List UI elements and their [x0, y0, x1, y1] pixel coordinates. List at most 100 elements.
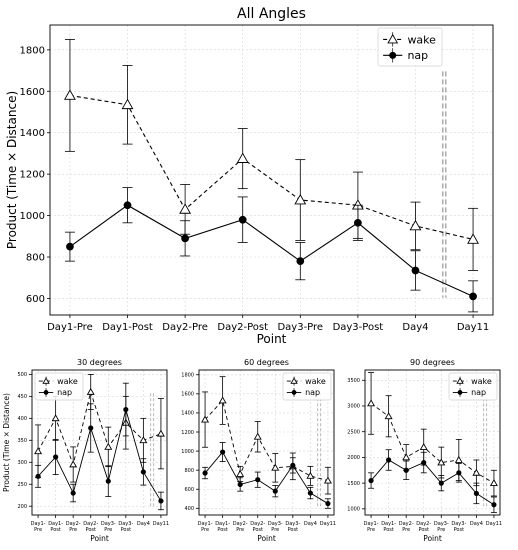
y-tick-label: 1800: [20, 45, 45, 56]
chart-2: 200250300350400450500Day1-PreDay1-PostDa…: [2, 358, 169, 543]
data-point-wake: [236, 469, 245, 477]
data-point-nap: [473, 490, 479, 497]
x-tick-label: Day2-Pre: [66, 521, 81, 533]
legend-label-nap: nap: [407, 49, 428, 62]
legend-marker-nap: [43, 390, 49, 395]
y-axis-label: Product (Time × Distance): [5, 91, 19, 249]
data-point-wake: [294, 193, 307, 205]
series-nap: [35, 382, 164, 511]
plot-frame: [364, 369, 501, 516]
x-tick-label: Day1-Pre: [364, 521, 379, 533]
y-tick-label: 500: [17, 372, 27, 378]
x-tick-label: Day1-Post: [381, 521, 396, 533]
data-point-wake: [489, 478, 498, 486]
data-point-nap: [296, 257, 305, 266]
legend: wake nap: [34, 372, 84, 401]
data-point-nap: [438, 480, 444, 486]
data-point-wake: [409, 219, 422, 231]
data-point-wake: [467, 233, 480, 244]
data-point-nap: [456, 470, 462, 476]
data-point-nap: [290, 462, 296, 468]
series-line-nap: [204, 451, 329, 504]
legend-label-nap: nap: [471, 388, 486, 397]
y-tick-label: 1200: [181, 430, 194, 436]
series-wake: [63, 39, 480, 271]
data-point-wake: [271, 463, 280, 471]
y-tick-label: 600: [184, 487, 194, 493]
data-point-wake: [179, 203, 192, 214]
y-tick-label: 350: [17, 438, 27, 444]
data-point-nap: [88, 425, 94, 431]
y-tick-label: 300: [17, 460, 27, 466]
legend-label-wake: wake: [407, 33, 436, 46]
data-point-nap: [386, 457, 392, 463]
data-point-nap: [368, 477, 374, 484]
data-point-nap: [403, 467, 409, 473]
data-point-wake: [156, 429, 165, 437]
x-tick-label: Day2-Post: [217, 322, 268, 333]
legend-label-wake: wake: [57, 377, 78, 386]
legend: wake nap: [377, 27, 443, 67]
y-tick-label: 450: [17, 394, 27, 400]
x-tick-label: Day3-Post: [118, 521, 133, 533]
y-tick-label: 2000: [347, 455, 360, 461]
series-nap: [368, 449, 497, 513]
y-tick-label: 1500: [347, 481, 360, 487]
data-point-wake: [419, 443, 428, 450]
series-line-wake: [37, 390, 162, 466]
data-point-nap: [158, 498, 164, 504]
data-point-wake: [34, 447, 43, 455]
data-point-nap: [220, 449, 226, 455]
data-point-nap: [35, 473, 41, 479]
plot-frame: [31, 369, 168, 516]
x-tick-label: Day3-Post: [451, 521, 466, 533]
data-point-nap: [411, 266, 420, 275]
plot-frame: [49, 24, 494, 316]
data-point-nap: [70, 490, 76, 496]
data-point-nap: [325, 500, 331, 507]
x-tick-label: Day1-Pre: [198, 521, 213, 533]
legend-label-nap: nap: [57, 388, 72, 397]
y-tick-label: 200: [17, 504, 27, 510]
data-point-nap: [238, 215, 247, 224]
data-point-nap: [105, 478, 111, 484]
x-axis-label: Point: [423, 534, 442, 543]
x-tick-label: Day11: [153, 521, 169, 527]
y-tick-label: 1000: [20, 211, 45, 222]
data-point-wake: [201, 415, 210, 423]
x-tick-label: Day2-Post: [416, 521, 431, 533]
data-point-wake: [218, 396, 227, 404]
series-line-wake: [204, 399, 329, 482]
data-point-nap: [421, 459, 427, 466]
legend: wake nap: [282, 372, 332, 401]
data-point-nap: [123, 406, 129, 413]
data-point-nap: [53, 454, 59, 460]
legend-label-nap: nap: [305, 388, 320, 397]
x-tick-label: Day11: [486, 521, 502, 527]
x-tick-label: Day1-Post: [102, 322, 153, 333]
series-line-wake: [370, 403, 495, 484]
chart-title: 30 degrees: [77, 358, 122, 367]
y-tick-label: 1800: [181, 373, 194, 379]
data-point-wake: [51, 414, 60, 422]
data-point-wake: [69, 460, 78, 468]
chart-title: All Angles: [237, 6, 306, 22]
y-tick-label: 3000: [347, 404, 360, 410]
y-tick-label: 2500: [347, 429, 360, 435]
legend-marker-wake: [456, 377, 464, 384]
x-tick-label: Day1-Post: [215, 521, 230, 533]
x-tick-label: Day4: [470, 521, 483, 527]
data-point-wake: [63, 89, 76, 100]
y-tick-label: 800: [26, 253, 45, 264]
data-point-wake: [437, 458, 446, 466]
legend-marker-wake: [387, 33, 399, 44]
y-axis-label: Product (Time × Distance): [2, 393, 11, 492]
x-tick-label: Day4: [137, 521, 150, 527]
x-tick-label: Day3-Post: [285, 521, 300, 533]
data-point-wake: [323, 476, 332, 484]
x-tick-label: Day2-Post: [250, 521, 265, 533]
x-tick-label: Day2-Post: [83, 521, 98, 533]
y-tick-label: 250: [17, 482, 27, 488]
y-tick-label: 600: [26, 294, 45, 305]
series-line-wake: [69, 94, 474, 240]
